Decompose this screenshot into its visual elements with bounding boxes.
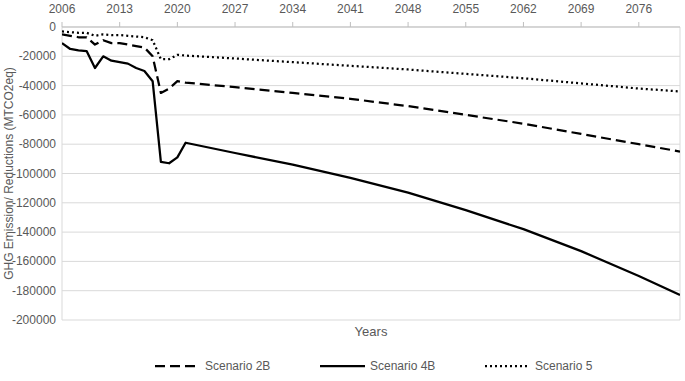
grid-line: [62, 114, 680, 115]
x-tick: [62, 22, 63, 27]
x-tick: [119, 22, 120, 27]
y-axis-title: GHG Emission/ Reductions (MTCO2eq): [2, 67, 16, 280]
x-tick-label: 2076: [625, 2, 652, 16]
x-tick: [292, 22, 293, 27]
legend-label: Scenario 2B: [205, 359, 270, 373]
x-axis-line: [62, 27, 680, 28]
y-tick-label: 0: [49, 20, 56, 34]
plot-frame: [680, 27, 681, 320]
grid-line: [62, 173, 680, 174]
x-tick-label: 2041: [337, 2, 364, 16]
y-tick-label: -140000: [12, 225, 56, 239]
grid-line: [62, 290, 680, 291]
y-tick-label: -80000: [19, 137, 57, 151]
grid-line: [62, 27, 680, 28]
legend: Scenario 2B Scenario 4B Scenario 5: [155, 359, 593, 373]
y-tick-label: -120000: [12, 196, 56, 210]
grid-line: [62, 320, 680, 321]
x-tick-label: 2062: [510, 2, 537, 16]
grid-line: [62, 202, 680, 203]
x-tick-label: 2027: [222, 2, 249, 16]
x-tick-label: 2048: [395, 2, 422, 16]
y-tick-label: -40000: [19, 79, 57, 93]
grid-line: [62, 85, 680, 86]
grid-line: [62, 144, 680, 145]
grid-line: [62, 56, 680, 57]
chart: 0 -20000 -40000 -60000 -80000 -100000 -120000 -…: [0, 0, 685, 381]
x-tick: [235, 22, 236, 27]
y-tick-label: -20000: [19, 49, 57, 63]
legend-swatch: [155, 365, 200, 367]
x-tick: [177, 22, 178, 27]
x-tick: [465, 22, 466, 27]
x-tick-label: 2034: [279, 2, 306, 16]
y-axis-line: [62, 27, 63, 320]
grid-line: [62, 232, 680, 233]
grid-line: [62, 261, 680, 262]
x-tick-label: 2006: [49, 2, 76, 16]
y-tick-label: -60000: [19, 108, 57, 122]
x-tick: [408, 22, 409, 27]
series-line: [62, 31, 680, 91]
x-tick-label: 2020: [164, 2, 191, 16]
x-tick-label: 2055: [452, 2, 479, 16]
x-tick-label: 2069: [568, 2, 595, 16]
x-tick-label: 2013: [106, 2, 133, 16]
legend-label: Scenario 5: [535, 359, 593, 373]
plot-area: [62, 31, 680, 295]
y-tick-label: -160000: [12, 254, 56, 268]
x-tick: [523, 22, 524, 27]
x-tick: [581, 22, 582, 27]
legend-label: Scenario 4B: [370, 359, 435, 373]
x-tick: [638, 22, 639, 27]
y-tick-label: -180000: [12, 284, 56, 298]
y-tick-label: -200000: [12, 313, 56, 327]
x-axis-title: Years: [355, 324, 388, 339]
legend-swatch: [485, 365, 530, 367]
y-tick-label: -100000: [12, 167, 56, 181]
series-line: [62, 43, 680, 295]
legend-swatch: [320, 365, 365, 367]
x-tick: [350, 22, 351, 27]
